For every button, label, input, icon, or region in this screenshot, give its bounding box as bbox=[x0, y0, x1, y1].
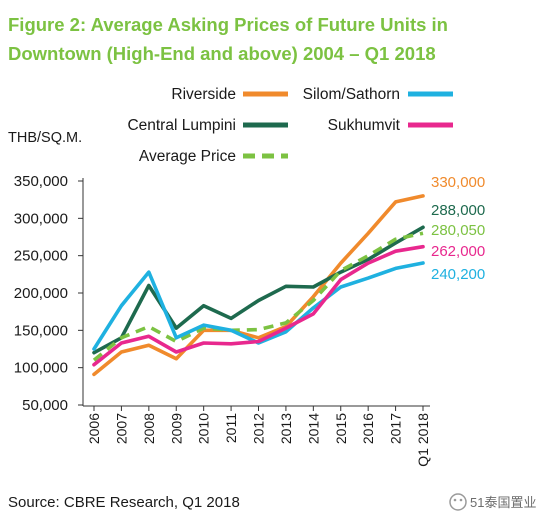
watermark: 51泰国置业 bbox=[449, 493, 536, 511]
end-label-central-lumpini: 288,000 bbox=[431, 202, 485, 219]
legend-label-sukhumvit: Sukhumvit bbox=[328, 117, 401, 134]
y-tick-label: 350,000 bbox=[14, 173, 68, 190]
y-tick-label: 100,000 bbox=[14, 360, 68, 377]
legend: Riverside Silom/Sathorn Central Lumpini … bbox=[127, 86, 453, 165]
x-tick-label: 2011 bbox=[223, 413, 239, 443]
y-tick-label: 200,000 bbox=[14, 285, 68, 302]
y-axis-title: THB/SQ.M. bbox=[8, 130, 82, 146]
end-labels: 330,000 288,000 280,050 240,200 262,000 bbox=[431, 174, 485, 283]
end-label-sukhumvit: 262,000 bbox=[431, 243, 485, 260]
legend-label-central-lumpini: Central Lumpini bbox=[127, 117, 236, 134]
chart-title-line2: Downtown (High-End and above) 2004 – Q1 … bbox=[8, 43, 436, 64]
wechat-icon-dot bbox=[453, 498, 457, 502]
wechat-icon-dot bbox=[459, 498, 463, 502]
end-label-riverside: 330,000 bbox=[431, 174, 485, 191]
y-ticks: 50,000 100,000 150,000 200,000 250,000 300,00… bbox=[14, 173, 83, 414]
legend-label-silom-sathorn: Silom/Sathorn bbox=[303, 86, 400, 103]
x-tick-label: 2012 bbox=[251, 413, 267, 444]
y-tick-label: 50,000 bbox=[22, 397, 68, 414]
x-tick-label: 2010 bbox=[196, 413, 212, 444]
chart-title-line1: Figure 2: Average Asking Prices of Futur… bbox=[8, 14, 448, 35]
wechat-icon bbox=[449, 493, 467, 511]
x-tick-label: 2015 bbox=[333, 413, 349, 444]
x-tick-label: 2017 bbox=[388, 413, 404, 444]
watermark-text: 51泰国置业 bbox=[470, 495, 536, 510]
x-tick-label: Q1 2018 bbox=[415, 413, 431, 467]
y-tick-label: 150,000 bbox=[14, 322, 68, 339]
end-label-average-price: 280,050 bbox=[431, 222, 485, 239]
x-tick-label: 2008 bbox=[141, 413, 157, 444]
x-tick-label: 2016 bbox=[360, 413, 376, 444]
x-tick-label: 2009 bbox=[168, 413, 184, 444]
y-tick-label: 300,000 bbox=[14, 210, 68, 227]
x-tick-label: 2013 bbox=[278, 413, 294, 444]
legend-label-riverside: Riverside bbox=[171, 86, 236, 103]
x-ticks: 2006 2007 2008 2009 2010 2011 2012 2013 2014 2015… bbox=[86, 406, 431, 467]
series-lines bbox=[92, 194, 425, 377]
x-tick-label: 2007 bbox=[113, 413, 129, 444]
x-tick-label: 2014 bbox=[305, 413, 321, 444]
series-line-sukhumvit bbox=[92, 244, 425, 367]
source-note: Source: CBRE Research, Q1 2018 bbox=[8, 494, 240, 511]
series-line-central-lumpini bbox=[92, 225, 425, 355]
x-tick-label: 2006 bbox=[86, 413, 102, 444]
series-line-riverside bbox=[92, 194, 425, 377]
y-tick-label: 250,000 bbox=[14, 248, 68, 265]
legend-label-average-price: Average Price bbox=[139, 148, 236, 165]
end-label-silom-sathorn: 240,200 bbox=[431, 266, 485, 283]
